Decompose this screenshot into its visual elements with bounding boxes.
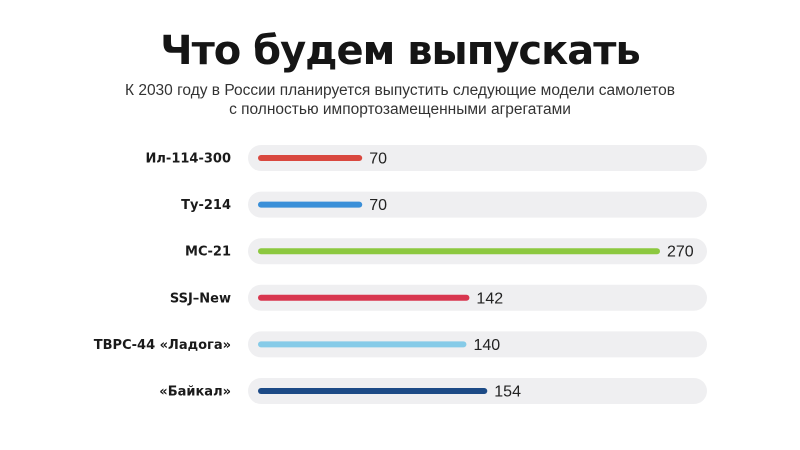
bar	[258, 248, 660, 255]
value-label: 154	[494, 384, 521, 401]
page-title: Что будем выпускать	[160, 28, 641, 74]
bar	[258, 388, 488, 394]
bar	[258, 155, 363, 161]
category-label: SSJ–New	[170, 291, 231, 306]
bar-track	[248, 284, 707, 311]
bar-track	[248, 145, 707, 171]
bar-track	[248, 191, 707, 218]
value-label: 142	[476, 290, 503, 307]
value-label: 70	[369, 197, 387, 214]
category-label: Ил-114-300	[146, 152, 231, 167]
subtitle-line-1: К 2030 году в России планируется выпусти…	[124, 82, 676, 99]
subtitle-line-2: с полностью импортозамещенными агрегатам…	[229, 101, 571, 118]
bar	[258, 294, 470, 301]
category-label: Ту-214	[181, 198, 231, 213]
page-subtitle: К 2030 году в России планируется выпусти…	[0, 81, 800, 119]
bar	[258, 201, 363, 208]
value-label: 70	[369, 151, 387, 168]
bar	[258, 341, 467, 348]
bar-track	[248, 331, 707, 358]
category-label: МС-21	[185, 245, 231, 260]
category-label: «Байкал»	[159, 385, 231, 400]
value-label: 140	[473, 337, 500, 354]
category-label: ТВРС-44 «Ладога»	[94, 338, 231, 353]
value-label: 270	[667, 244, 694, 261]
